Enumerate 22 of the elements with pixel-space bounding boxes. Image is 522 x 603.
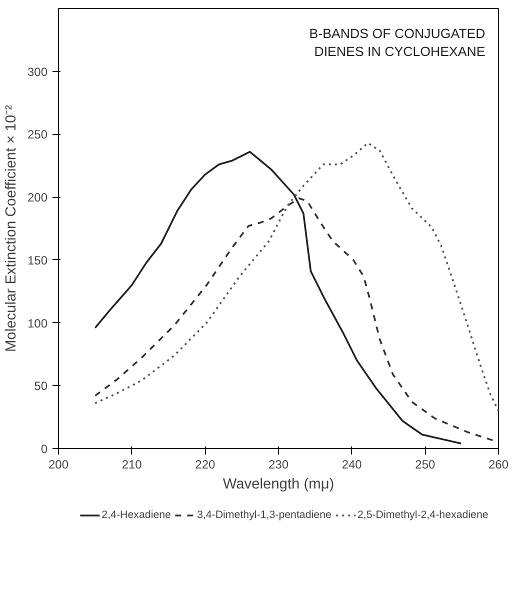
x-tick-label: 220 xyxy=(195,458,216,472)
x-tick-label: 260 xyxy=(488,458,509,472)
text: B-BANDS OF CONJUGATED DIENES IN CYCLOHEXANE xyxy=(309,26,486,60)
legend-label: 3,4-Dimethyl-1,3-pentadiene xyxy=(196,509,332,521)
y-tick-label: 200 xyxy=(27,190,48,205)
legend-label: 2,4-Hexadiene xyxy=(102,509,171,521)
y-tick-label: 250 xyxy=(27,128,48,142)
y-tick-label: 50 xyxy=(34,379,48,394)
x-tick-label: 230 xyxy=(268,458,289,472)
y-tick-label: 0 xyxy=(40,442,48,456)
y-tick-label: 150 xyxy=(27,253,48,268)
x-tick-label: 240 xyxy=(342,458,362,472)
y-axis-title: Molecular Extinction Coefficient × 10⁻² xyxy=(3,104,20,352)
x-tick-label: 250 xyxy=(415,458,436,472)
x-axis-title: Wavelength (mμ) xyxy=(222,476,334,492)
x-tick-label: 200 xyxy=(48,458,69,472)
y-tick-label: 300 xyxy=(27,64,48,79)
legend-label: 2,5-Dimethyl-2,4-hexadiene xyxy=(357,509,488,521)
line-series xyxy=(94,142,498,412)
line-series xyxy=(94,150,462,444)
x-tick-label: 210 xyxy=(122,458,142,472)
y-tick-label: 100 xyxy=(27,316,48,330)
